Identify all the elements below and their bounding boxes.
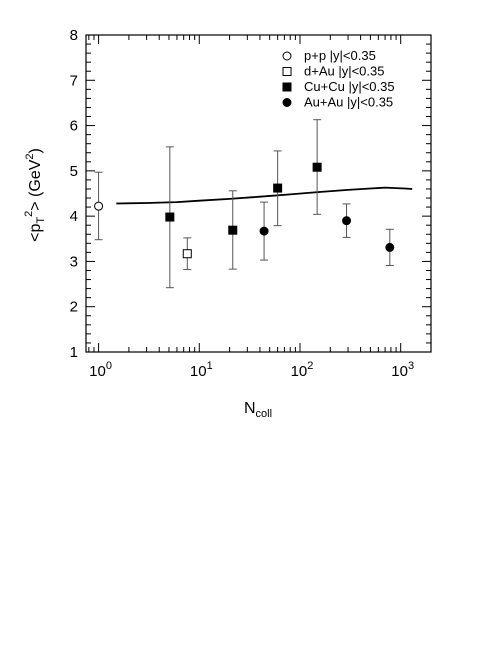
y-tick-label: 6 [70, 118, 78, 135]
model-curve-layer [116, 186, 413, 205]
y-tick-label: 1 [70, 344, 78, 361]
data-point [94, 201, 104, 211]
axes-frame [85, 34, 432, 353]
x-tick-label: 103 [391, 360, 414, 380]
y-axis-title: <pT2> (GeV2) [23, 148, 47, 242]
data-point [228, 225, 238, 235]
y-tick-label: 5 [70, 163, 78, 180]
data-point [273, 183, 283, 193]
data-point [342, 216, 352, 226]
axis-ticks [86, 34, 432, 353]
data-points-layer [94, 119, 395, 289]
y-tick-label: 2 [70, 299, 78, 316]
y-tick-label: 4 [70, 208, 78, 225]
legend-marker [282, 82, 292, 92]
data-point [182, 249, 192, 259]
data-point [165, 212, 175, 222]
x-tick-label: 102 [291, 360, 314, 380]
legend-marker [282, 98, 292, 107]
plot-frame [85, 34, 432, 353]
y-tick-label: 3 [70, 253, 78, 270]
legend-marker [282, 67, 292, 76]
data-point [259, 226, 269, 236]
legend-label: d+Au |y|<0.35 [304, 64, 384, 79]
legend-label: Cu+Cu |y|<0.35 [304, 79, 395, 94]
legend-marker [282, 51, 292, 61]
x-tick-label: 100 [89, 360, 112, 380]
data-point [385, 242, 395, 252]
y-tick-label: 8 [70, 27, 78, 44]
x-tick-label: 101 [190, 360, 213, 380]
data-point [312, 162, 322, 172]
legend-label: Au+Au |y|<0.35 [304, 95, 393, 110]
tick-labels: 1 2 3 4 5 6 7 8 100 101 102 103 [70, 27, 414, 380]
model-curve [116, 186, 413, 205]
y-tick-label: 7 [70, 72, 78, 89]
x-axis-title: Ncoll [244, 400, 272, 420]
legend-label: p+p |y|<0.35 [304, 48, 376, 63]
